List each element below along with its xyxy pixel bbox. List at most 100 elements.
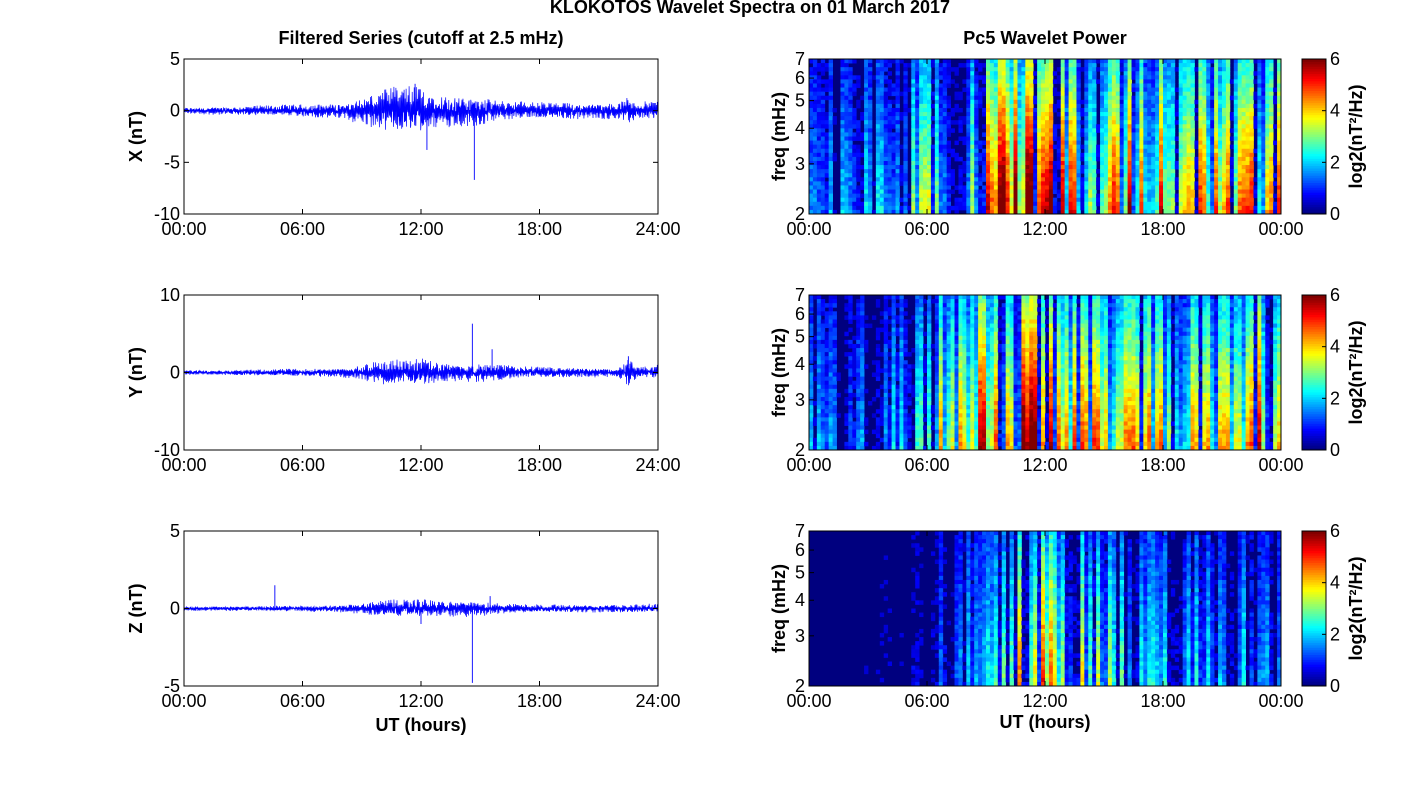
heatmap-cell [1076,165,1081,170]
heatmap-cell [848,193,853,199]
heatmap-cell [1100,185,1105,190]
ytick-label: 6 [795,68,805,88]
heatmap-cell [1029,193,1034,199]
heatmap-cell [1182,156,1187,162]
heatmap-cell [1076,152,1081,158]
heatmap-cell [1001,112,1007,117]
heatmap-cell [1111,67,1117,72]
heatmap-cell [1249,205,1254,211]
series-ylabel: Y (nT) [126,347,146,398]
heatmap-cell [1092,59,1097,64]
heatmap-cell [1265,112,1270,117]
heatmap-cell [962,160,967,166]
heatmap-cell [1135,71,1140,76]
heatmap-cell [816,392,822,398]
heatmap-cell [1056,67,1062,72]
heatmap-cell [899,384,904,390]
heatmap-cell [832,209,837,215]
heatmap-cell [993,193,999,199]
heatmap-cell [1225,197,1231,203]
heatmap-cell [966,95,971,101]
colorbar-step [1302,192,1326,196]
heatmap-cell [927,107,932,113]
heatmap-cell [1151,128,1156,133]
heatmap-cell [934,197,940,203]
heatmap-cell [883,177,889,182]
heatmap-cell [1131,177,1136,182]
heatmap-cell [828,160,833,166]
heatmap-cell [1249,120,1254,125]
heatmap-cell [812,173,818,178]
heatmap-cell [1210,116,1215,121]
heatmap-cell [868,91,873,97]
heatmap-cell [958,181,963,186]
heatmap-cell [891,315,896,320]
heatmap-cell [883,315,889,320]
heatmap-cell [1052,103,1058,109]
heatmap-cell [934,120,940,125]
heatmap-cell [887,124,892,129]
heatmap-cell [824,165,830,170]
heatmap-cell [923,173,928,178]
heatmap-cell [820,205,826,211]
heatmap-cell [1115,181,1121,186]
colorbar-step [1302,158,1326,162]
heatmap-cell [1072,132,1077,137]
heatmap-cell [1045,209,1050,215]
heatmap-cell [1052,185,1058,190]
heatmap-cell [1139,197,1144,203]
heatmap-cell [809,433,814,439]
heatmap-cell [1017,136,1022,141]
heatmap-cell [966,197,971,203]
heatmap-cell [1068,152,1073,158]
heatmap-cell [1041,112,1046,117]
heatmap-cell [1131,99,1136,105]
heatmap-cell [1225,177,1231,182]
heatmap-cell [852,201,857,207]
heatmap-cell [875,152,881,158]
heatmap-cell [942,116,948,121]
heatmap-cell [1222,120,1227,125]
heatmap-cell [1198,59,1203,64]
heatmap-cell [1025,91,1030,97]
heatmap-cell [887,441,892,447]
heatmap-cell [1111,160,1117,166]
heatmap-cell [856,384,861,390]
heatmap-cell [1182,103,1187,109]
heatmap-cell [828,87,833,93]
heatmap-cell [824,83,830,88]
heatmap-cell [1237,128,1243,133]
ytick-label: 0 [170,101,180,121]
heatmap-cell [1041,160,1046,166]
heatmap-cell [1190,71,1195,76]
heatmap-cell [1045,197,1050,203]
heatmap-cell [1170,59,1176,64]
heatmap-cell [1017,83,1022,88]
heatmap-cell [946,116,951,121]
colorbar-step [1302,102,1326,106]
heatmap-cell [1005,99,1010,105]
heatmap-cell [986,59,991,64]
heatmap-cell [978,75,983,80]
heatmap-cell [919,331,924,337]
heatmap-cell [997,136,1003,141]
heatmap-cell [1005,189,1010,195]
heatmap-cell [1198,71,1203,76]
heatmap-cell [946,63,951,68]
heatmap-cell [1005,116,1010,121]
heatmap-cell [1194,185,1199,190]
heatmap-cell [1178,79,1184,84]
heatmap-cell [1072,116,1077,121]
heatmap-cell [1052,201,1058,207]
heatmap-cell [915,185,920,190]
heatmap-cell [816,197,822,203]
heatmap-cell [832,392,837,398]
heatmap-cell [832,425,837,431]
heatmap-cell [1202,103,1207,109]
signal-trace [183,358,659,386]
heatmap-cell [993,169,999,174]
heatmap-cell [927,79,932,84]
heatmap-cell [848,405,853,410]
heatmap-cell [915,197,920,203]
heatmap-cell [1190,132,1195,137]
